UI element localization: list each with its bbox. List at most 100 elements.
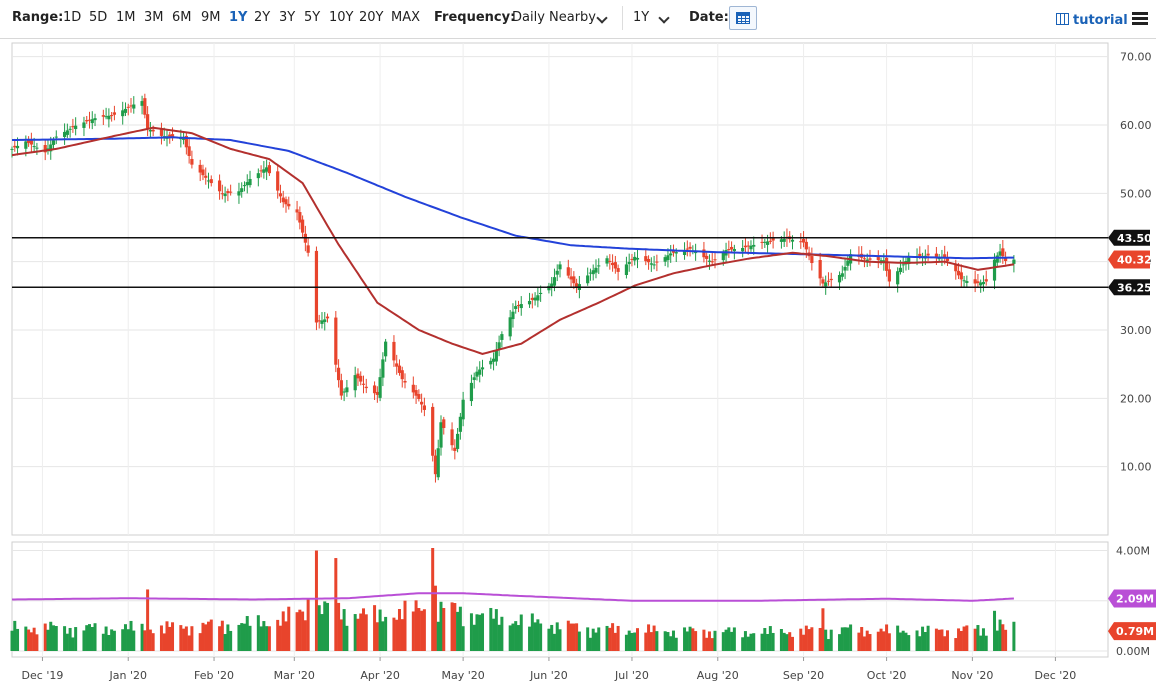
volume-bar [857, 632, 861, 651]
range-button-5d[interactable]: 5D [89, 10, 108, 25]
candle-body [494, 350, 498, 362]
candle-body [148, 129, 152, 132]
candle-body [417, 394, 421, 400]
volume-bar [442, 608, 446, 651]
candle-body [461, 399, 465, 420]
candle-body [248, 178, 252, 186]
volume-bar [414, 600, 418, 651]
candle-body [694, 252, 698, 254]
candle-body [123, 108, 128, 113]
volume-bar [671, 630, 675, 651]
volume-bar [943, 636, 947, 651]
volume-bar [624, 634, 628, 651]
volume-bar [790, 636, 794, 651]
volume-bar [921, 626, 925, 651]
volume-bar [741, 637, 745, 651]
candle-body [840, 273, 844, 277]
volume-bar [278, 625, 282, 651]
candle-body [824, 282, 828, 287]
range-button-10y[interactable]: 10Y [329, 10, 354, 25]
range-label: Range: [12, 10, 64, 25]
range-button-1y[interactable]: 1Y [229, 10, 248, 25]
volume-bar [904, 632, 908, 651]
volume-bar [965, 625, 969, 651]
candle-body [478, 369, 482, 375]
range-button-max[interactable]: MAX [391, 10, 421, 25]
candle-body [85, 120, 89, 122]
candle-body [140, 101, 144, 106]
range-button-20y[interactable]: 20Y [359, 10, 384, 25]
volume-bar [934, 628, 938, 651]
candle-body [132, 104, 136, 109]
price-tick-label: 60.00 [1120, 119, 1152, 132]
candle-body [1001, 248, 1005, 257]
volume-bar [65, 633, 69, 651]
candle-body [436, 448, 440, 478]
range-button-3y[interactable]: 3Y [279, 10, 296, 25]
range-button-6m[interactable]: 6M [172, 10, 192, 25]
volume-average-badge [1108, 589, 1156, 608]
volume-bar [267, 626, 271, 651]
volume-bars [10, 548, 1016, 651]
volume-bar [730, 631, 734, 651]
range-button-2y[interactable]: 2Y [254, 10, 271, 25]
candle-body [339, 380, 343, 396]
volume-bar [461, 626, 465, 651]
film-icon [1056, 13, 1069, 25]
volume-bar [458, 606, 462, 651]
candle-body [110, 115, 114, 117]
candle-body [591, 270, 595, 275]
range-button-5y[interactable]: 5Y [304, 10, 321, 25]
chart-toolbar: Range: 1D 5D 1M 3M 6M 9M 1Y 2Y 3Y 5Y 10Y 20Y MAX Fre… [0, 0, 1156, 39]
tutorial-link[interactable]: tutorial [1056, 13, 1128, 28]
volume-bar [707, 631, 711, 651]
volume-bar [937, 629, 941, 651]
volume-bar [143, 630, 147, 651]
candle-body [198, 164, 202, 173]
volume-bar [384, 616, 388, 651]
volume-bar [577, 631, 581, 651]
period-select[interactable]: 1Y [633, 10, 650, 25]
candle-body [572, 276, 576, 284]
candle-body [325, 316, 330, 319]
volume-bar [54, 626, 58, 651]
volume-bar [993, 610, 997, 651]
volume-bar [984, 635, 988, 651]
candle-body [979, 282, 983, 286]
candle-body [934, 253, 939, 257]
frequency-select[interactable]: Daily Nearby [512, 10, 597, 25]
candle-body [862, 258, 867, 260]
volume-bar [101, 633, 105, 651]
volume-bar [799, 628, 803, 651]
volume-bar [450, 602, 454, 651]
candle-body [965, 281, 969, 283]
price-tick-label: 50.00 [1120, 187, 1152, 200]
time-tick-label: Apr '20 [360, 669, 400, 682]
candle-body [760, 241, 764, 243]
volume-bar [575, 623, 579, 651]
calendar-button[interactable] [729, 6, 757, 30]
range-button-9m[interactable]: 9M [201, 10, 221, 25]
candle-body [281, 197, 285, 203]
range-button-3m[interactable]: 3M [144, 10, 164, 25]
time-tick-label: Nov '20 [951, 669, 993, 682]
hamburger-menu-icon[interactable] [1132, 12, 1148, 25]
candle-body [107, 115, 111, 120]
volume-bar [896, 625, 900, 651]
volume-bar [907, 635, 911, 651]
price-tick-label: 10.00 [1120, 461, 1152, 474]
candle-body [49, 144, 53, 152]
candle-body [497, 342, 501, 349]
volume-bar [151, 633, 155, 651]
volume-bar [550, 624, 554, 651]
candle-body [93, 118, 97, 121]
volume-bar [74, 627, 78, 651]
volume-bar [669, 636, 673, 651]
volume-bar [417, 608, 421, 651]
range-button-1d[interactable]: 1D [63, 10, 82, 25]
candle-body [682, 250, 687, 255]
range-button-1m[interactable]: 1M [116, 10, 136, 25]
candle-body [240, 188, 244, 192]
volume-bar [326, 602, 330, 651]
